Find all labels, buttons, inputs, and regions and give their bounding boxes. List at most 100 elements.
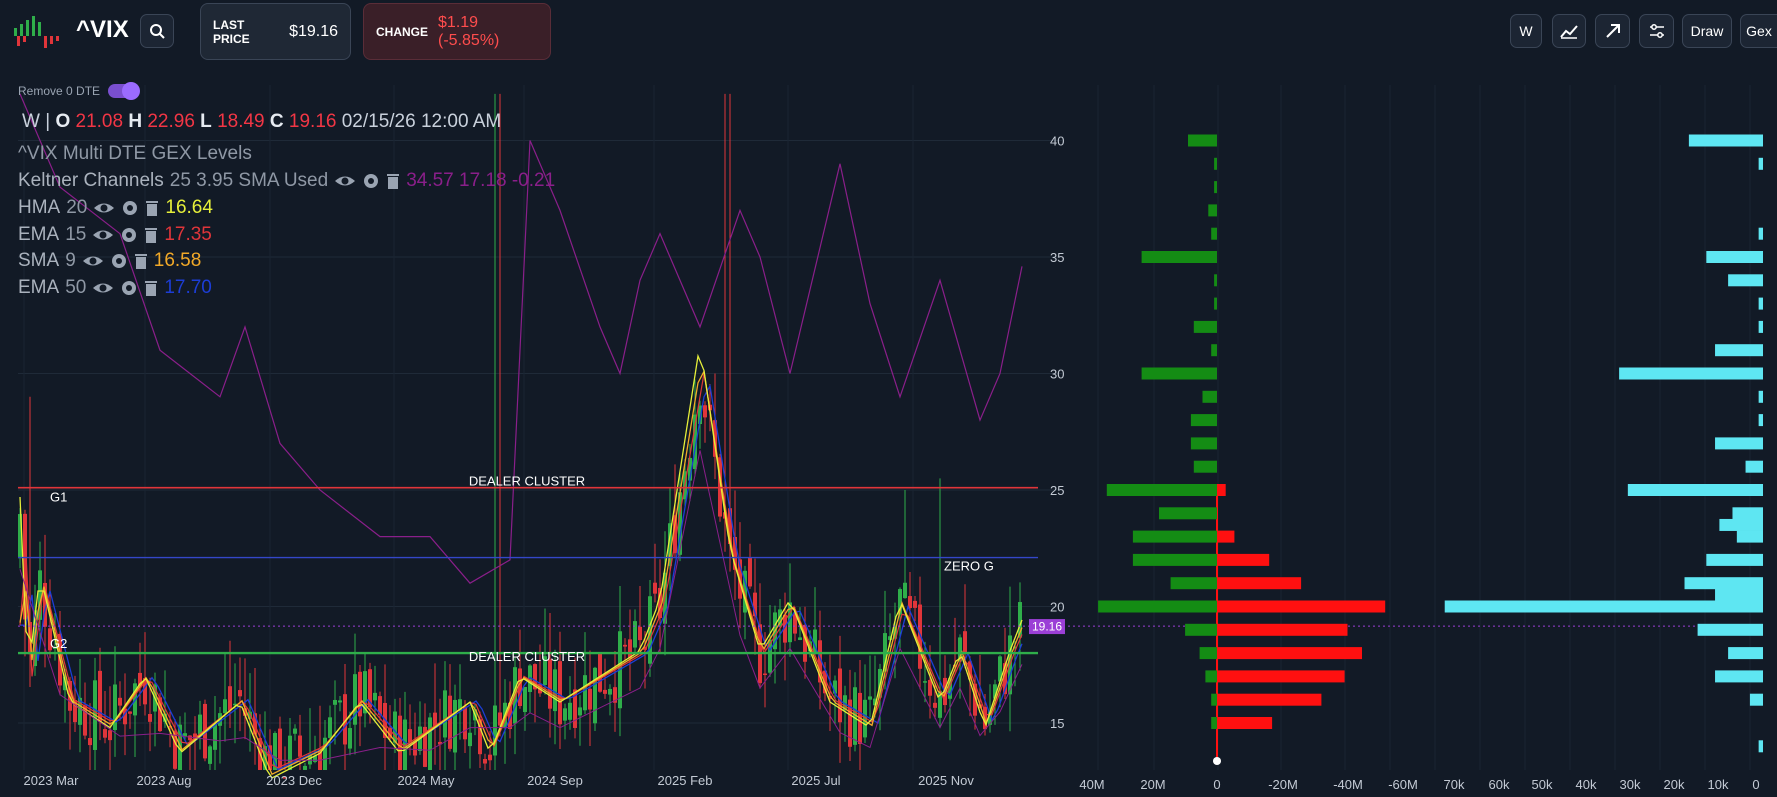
symbol-title: ^VIX [76, 16, 129, 43]
interval-button[interactable]: W [1510, 14, 1542, 48]
trash-icon[interactable] [145, 199, 159, 217]
ema50-line [20, 383, 1023, 771]
candle-body [643, 647, 647, 650]
candle-body [563, 708, 567, 721]
candle-body [158, 697, 162, 732]
time-axis-label: 2023 Mar [24, 773, 80, 788]
ohlc-open-label: O [55, 111, 71, 132]
candle-body [593, 667, 597, 724]
candle-body [208, 746, 212, 764]
volume-bar [1758, 414, 1763, 427]
search-button[interactable] [140, 14, 174, 48]
gear-icon[interactable] [120, 279, 138, 297]
candle-body [268, 745, 272, 770]
gex-positive-bar [1132, 553, 1217, 566]
candle-body [838, 668, 842, 723]
candle-body [333, 699, 337, 705]
candle-body [523, 686, 527, 713]
eye-icon[interactable] [93, 200, 115, 216]
eye-icon[interactable] [92, 280, 114, 296]
eye-icon[interactable] [92, 227, 114, 243]
candle-body [953, 664, 957, 667]
volume-bar [1619, 367, 1763, 380]
candle-body [853, 687, 857, 745]
remove-dte-toggle[interactable] [108, 82, 141, 100]
gear-icon[interactable] [110, 252, 128, 270]
candle-body [393, 711, 397, 743]
candle-body [678, 492, 682, 555]
indicator-name: HMA [18, 197, 61, 218]
indicator-values: 17.70 [164, 277, 212, 298]
candle-body [313, 755, 317, 762]
trash-icon[interactable] [386, 172, 400, 190]
volume-axis-label: 40k [1576, 777, 1597, 792]
candle-body [913, 600, 917, 608]
gear-icon[interactable] [121, 199, 139, 217]
candle-body [848, 699, 852, 747]
zero-g-label: ZERO G [944, 559, 994, 574]
candle-body [438, 741, 442, 745]
gex-axis-label: 20M [1140, 777, 1165, 792]
dealer-cluster-label: DEALER CLUSTER [469, 649, 585, 664]
candle-body [753, 592, 757, 617]
candle-body [288, 735, 292, 770]
gex-positive-bar [1170, 577, 1217, 590]
eye-icon[interactable] [334, 173, 356, 189]
time-axis-label: 2025 Nov [918, 773, 974, 788]
candle-body [588, 688, 592, 710]
candle-body [433, 712, 437, 729]
draw-button[interactable]: Draw [1682, 14, 1732, 48]
volume-bar [1706, 251, 1763, 263]
candle-body [993, 684, 997, 699]
candle-body [338, 700, 342, 703]
candle-body [783, 614, 787, 643]
price-axis-label: 30 [1050, 367, 1064, 382]
candle-body [323, 737, 327, 770]
volume-bar [1736, 530, 1763, 543]
eye-icon[interactable] [82, 253, 104, 269]
candle-body [413, 741, 417, 756]
candle-body [428, 717, 432, 770]
price-tag [1029, 619, 1065, 635]
candle-body [243, 708, 247, 716]
candle-body [1018, 602, 1022, 638]
gear-icon[interactable] [120, 226, 138, 244]
candle-body [353, 674, 357, 725]
chart-type-button[interactable] [1552, 14, 1586, 48]
gex-axis-label: -60M [1388, 777, 1418, 792]
candle-body [788, 602, 792, 643]
indicator-params: 9 [65, 250, 76, 271]
candle-body [48, 628, 52, 651]
candle-body [798, 637, 802, 640]
arrow-up-right-icon [1605, 24, 1620, 38]
trash-icon[interactable] [144, 279, 158, 297]
candle-body [388, 727, 392, 739]
candle-body [988, 710, 992, 725]
keltner-upper-line [19, 93, 1023, 584]
trash-icon[interactable] [134, 252, 148, 270]
change-value: $1.19 (-5.85%) [438, 13, 500, 49]
gex-button[interactable]: Gex [1740, 14, 1777, 48]
candle-body [948, 678, 952, 699]
gex-positive-bar [1141, 367, 1217, 380]
last-price-label: LAST PRICE [213, 17, 250, 46]
candle-body [408, 729, 412, 743]
candle-body [83, 705, 87, 736]
candle-body [508, 702, 512, 729]
gear-icon[interactable] [362, 172, 380, 190]
volume-axis-label: 0 [1752, 777, 1759, 792]
candle-body [463, 706, 467, 740]
candle-body [213, 723, 217, 750]
candle-body [293, 728, 297, 734]
indicator-name: EMA [18, 277, 60, 298]
remove-dte-label: Remove 0 DTE [18, 84, 101, 98]
trash-icon[interactable] [144, 226, 158, 244]
gex-positive-bar [1193, 460, 1217, 473]
indicator-name: SMA [18, 250, 60, 271]
indicator-row: Keltner Channels 25 3.95 SMA Used 34.57 17… [18, 170, 555, 192]
volume-axis-label: 10k [1708, 777, 1729, 792]
settings-button[interactable] [1639, 14, 1674, 48]
trend-tool-button[interactable] [1595, 14, 1630, 48]
remove-dte-toggle-row[interactable]: Remove 0 DTE [18, 82, 141, 100]
